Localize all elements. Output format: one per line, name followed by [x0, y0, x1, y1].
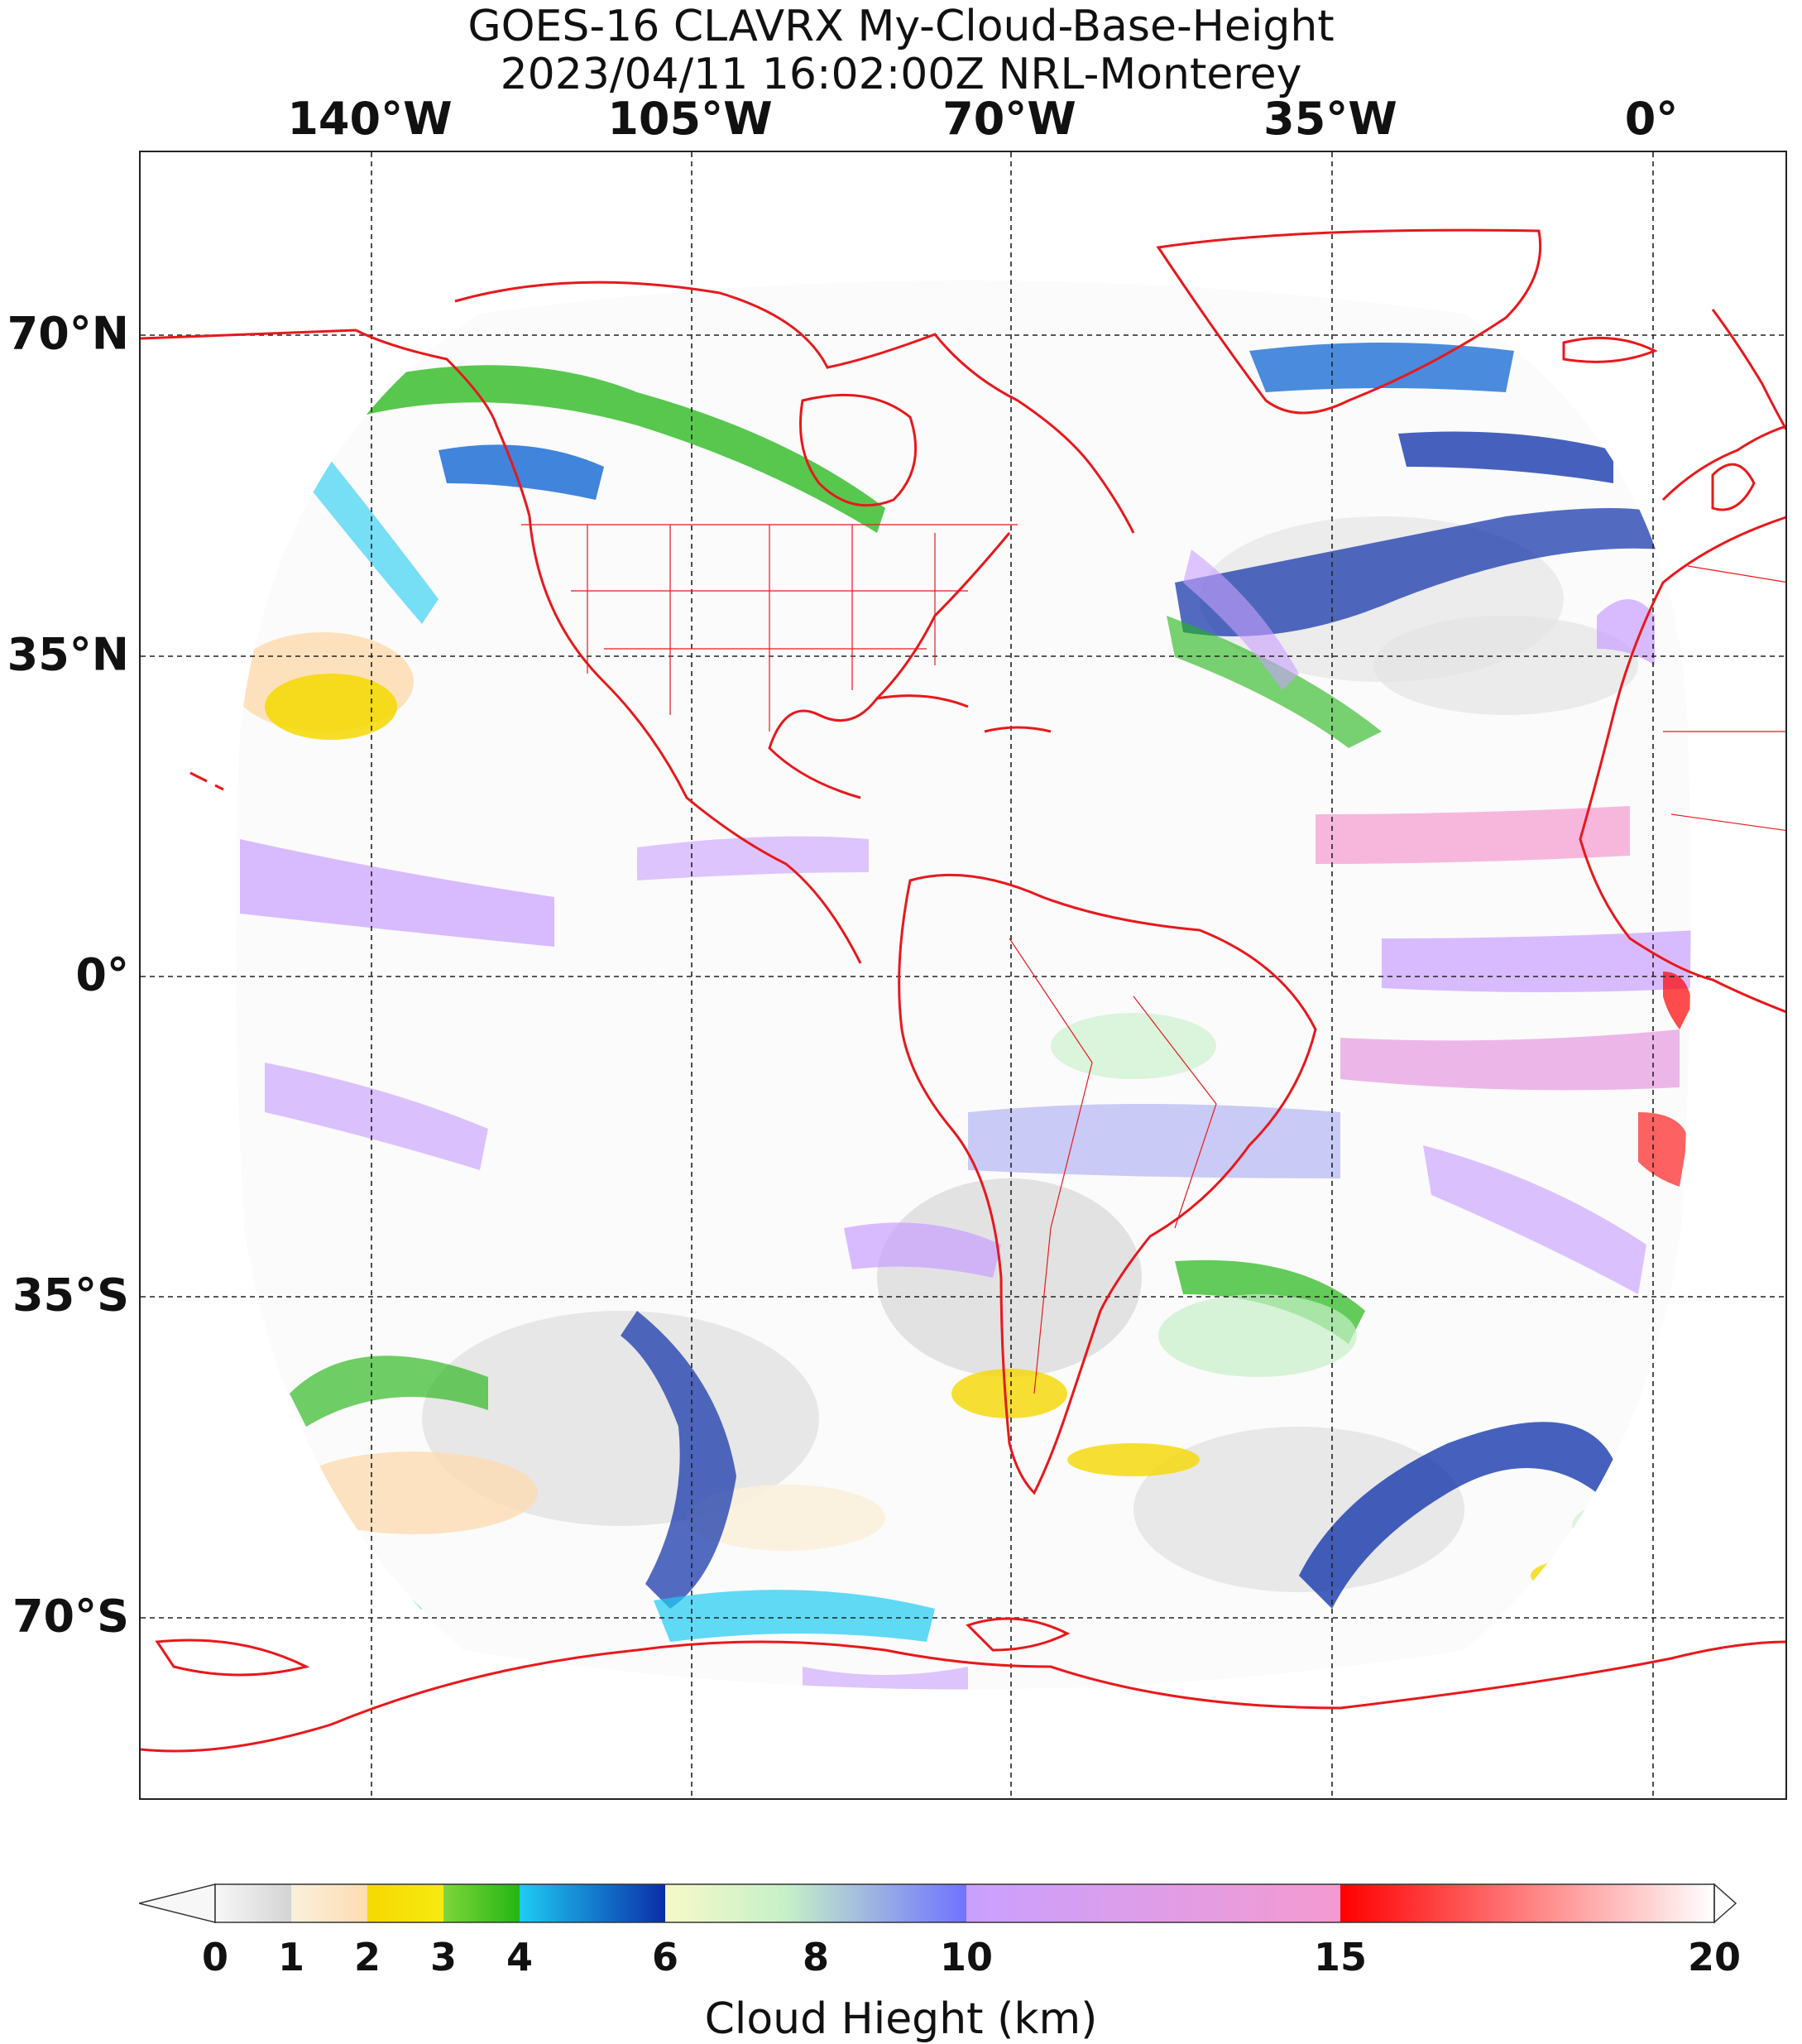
colorbar-tick-0: 0: [201, 1935, 229, 1979]
lat-label-35s: 35°S: [12, 1269, 129, 1322]
colorbar-extend-low: [138, 1883, 216, 1923]
map-title: GOES-16 CLAVRX My-Cloud-Base-Height: [467, 2, 1335, 51]
colorbar-tick-4: 4: [506, 1935, 534, 1979]
colorbar-svg: [138, 1883, 1737, 1924]
graticule: [141, 152, 1785, 1798]
colorbar-tick-15: 15: [1313, 1935, 1368, 1979]
colorbar-segment-3-4: [443, 1884, 520, 1922]
colorbar-segment-4-6: [520, 1884, 665, 1922]
colorbar-segment-15-20: [1340, 1884, 1714, 1922]
colorbar: [138, 1883, 1737, 1927]
lat-label-70n: 70°N: [7, 307, 129, 360]
colorbar-tick-20: 20: [1687, 1935, 1742, 1979]
colorbar-segment-1-2: [291, 1884, 367, 1922]
colorbar-segment-0-1: [215, 1884, 291, 1922]
map-subtitle: 2023/04/11 16:02:00Z NRL-Monterey: [500, 50, 1302, 99]
map-panel: [139, 151, 1787, 1800]
political-borders: [521, 524, 1785, 1394]
colorbar-segment-10-15: [966, 1884, 1340, 1922]
colorbar-tick-6: 6: [651, 1935, 679, 1979]
lon-label-0: 0°: [1624, 93, 1679, 145]
lon-label-105w: 105°W: [607, 93, 773, 145]
lat-label-equator: 0°: [75, 948, 129, 1001]
colorbar-tick-10: 10: [939, 1935, 994, 1979]
lat-label-35n: 35°N: [7, 628, 129, 681]
satellite-map: [141, 152, 1785, 1798]
colorbar-segment-6-10: [665, 1884, 966, 1922]
colorbar-tick-1: 1: [277, 1935, 305, 1979]
lon-label-140w: 140°W: [287, 93, 453, 145]
colorbar-tick-3: 3: [429, 1935, 458, 1979]
coastlines: [141, 228, 1785, 1753]
colorbar-segment-2-3: [367, 1884, 443, 1922]
lon-label-35w: 35°W: [1263, 93, 1397, 145]
colorbar-extend-high: [1713, 1883, 1737, 1924]
colorbar-tick-8: 8: [802, 1935, 830, 1979]
colorbar-label: Cloud Hieght (km): [704, 1994, 1098, 2044]
lat-label-70s: 70°S: [12, 1590, 129, 1643]
lon-label-70w: 70°W: [942, 93, 1076, 145]
cloud-field: [236, 281, 1691, 1690]
colorbar-tick-2: 2: [353, 1935, 381, 1979]
